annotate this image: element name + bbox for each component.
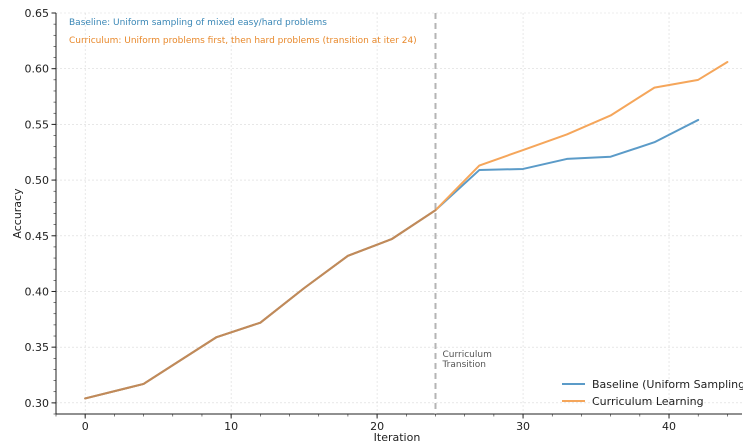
y-axis-label: Accuracy xyxy=(11,188,24,239)
axes xyxy=(51,12,742,419)
x-tick-label: 20 xyxy=(370,420,384,433)
baseline-series-line xyxy=(84,118,700,400)
y-tick-label: 0.60 xyxy=(25,63,50,76)
legend-label: Curriculum Learning xyxy=(592,395,704,408)
legend-label: Baseline (Uniform Sampling) xyxy=(592,378,743,391)
x-tick-label: 40 xyxy=(662,420,676,433)
y-tick-label: 0.50 xyxy=(25,174,50,187)
overlap-series-line xyxy=(84,209,437,400)
y-tick-label: 0.40 xyxy=(25,285,50,298)
legend: Baseline (Uniform Sampling) Curriculum Le… xyxy=(562,378,743,408)
curriculum-annotation: Curriculum: Uniform problems first, then… xyxy=(69,36,417,46)
transition-label-line1: Curriculum xyxy=(442,350,491,360)
y-tick-label: 0.45 xyxy=(25,230,50,243)
x-axis-label: Iteration xyxy=(374,431,421,443)
series-lines xyxy=(84,13,729,414)
transition-label-line2: Transition xyxy=(441,360,486,370)
y-tick-label: 0.55 xyxy=(25,118,50,131)
baseline-annotation: Baseline: Uniform sampling of mixed easy… xyxy=(69,18,327,28)
tick-labels: 0 10 20 30 40 0.30 0.35 0.40 0.45 0.50 0.55 0.60 0.6… xyxy=(25,7,677,433)
y-tick-label: 0.65 xyxy=(25,7,50,20)
y-tick-label: 0.30 xyxy=(25,397,50,410)
x-tick-label: 10 xyxy=(224,420,238,433)
y-tick-label: 0.35 xyxy=(25,341,50,354)
grid-lines xyxy=(56,12,742,414)
x-tick-label: 0 xyxy=(82,420,89,433)
x-tick-label: 30 xyxy=(516,420,530,433)
